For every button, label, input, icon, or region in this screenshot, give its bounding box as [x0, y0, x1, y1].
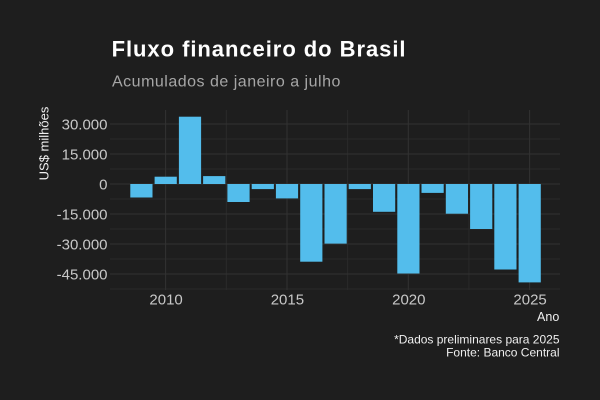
svg-text:Fonte: Banco Central: Fonte: Banco Central [446, 346, 559, 360]
svg-text:30.000: 30.000 [62, 117, 108, 134]
svg-text:2025: 2025 [513, 292, 546, 309]
svg-text:15.000: 15.000 [62, 147, 108, 164]
svg-text:0: 0 [99, 177, 107, 194]
svg-text:-30.000: -30.000 [57, 237, 108, 254]
svg-text:US$ milhões: US$ milhões [36, 106, 51, 180]
svg-text:2020: 2020 [392, 292, 425, 309]
svg-text:2010: 2010 [149, 292, 182, 309]
svg-text:Acumulados de janeiro a julho: Acumulados de janeiro a julho [112, 74, 341, 91]
svg-text:Fluxo financeiro do Brasil: Fluxo financeiro do Brasil [112, 36, 407, 61]
svg-text:2015: 2015 [271, 292, 304, 309]
svg-text:*Dados preliminares para 2025: *Dados preliminares para 2025 [394, 332, 560, 346]
svg-text:-15.000: -15.000 [57, 207, 108, 224]
svg-text:-45.000: -45.000 [57, 267, 108, 284]
svg-text:Ano: Ano [537, 310, 559, 324]
